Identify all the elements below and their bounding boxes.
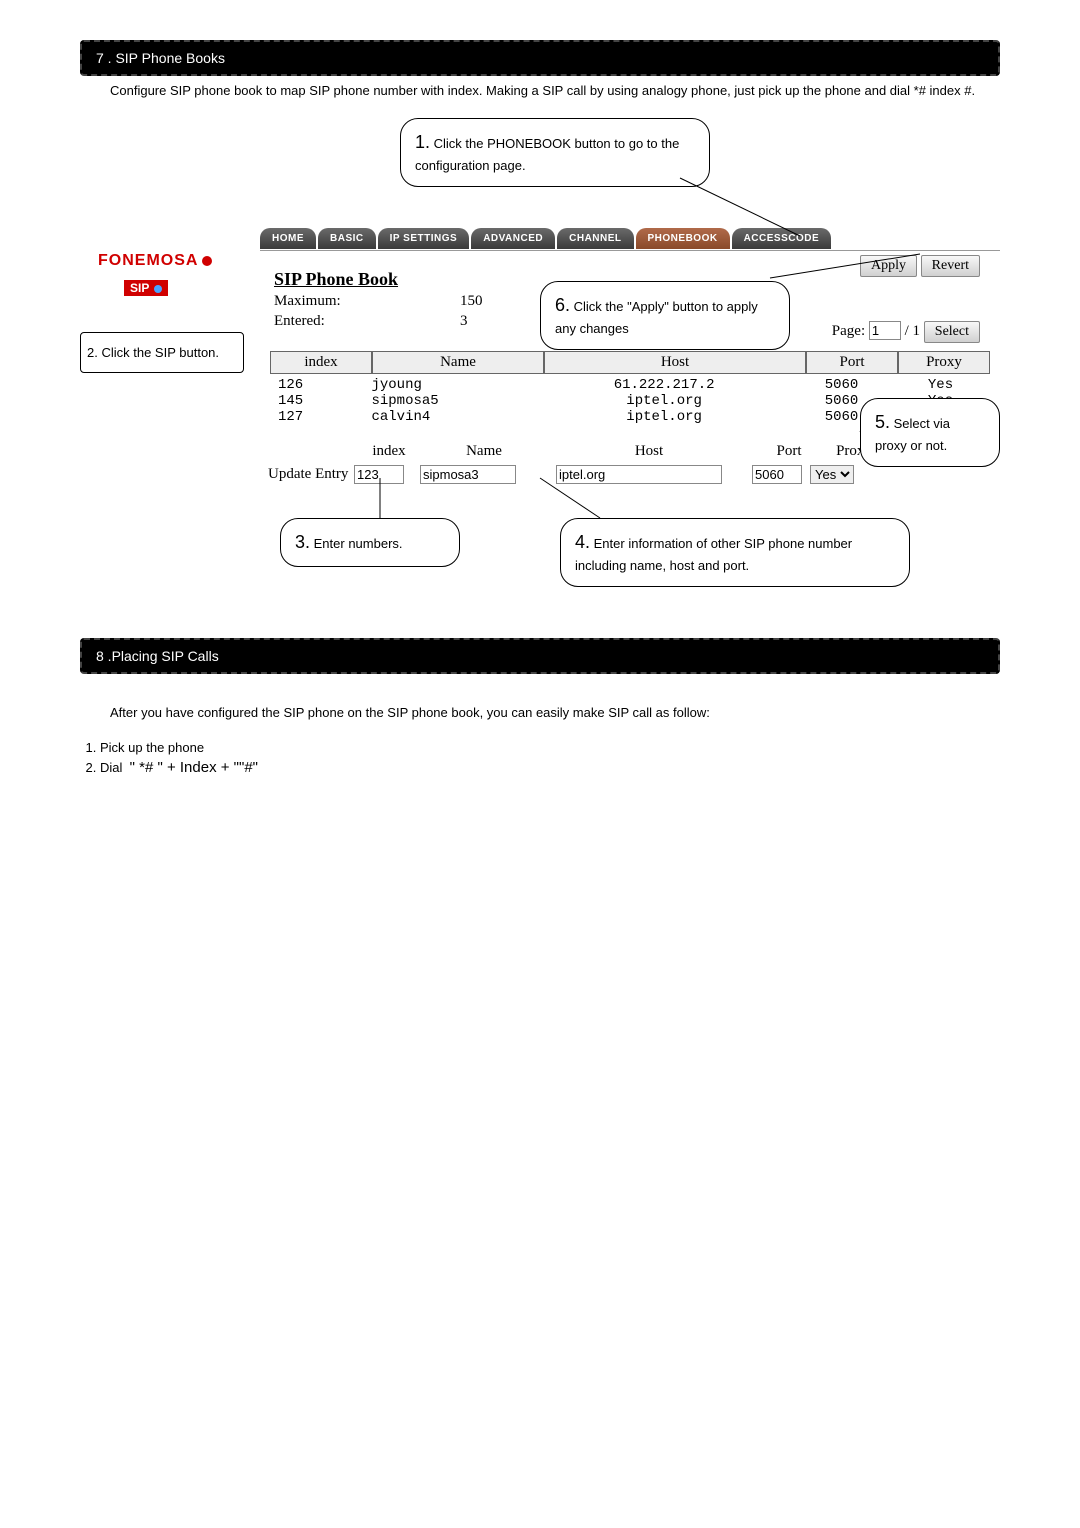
callout-6-num: 6.	[555, 295, 570, 315]
callout-2: 2. Click the SIP button.	[80, 332, 244, 373]
entry-index-input[interactable]	[354, 465, 404, 484]
tab-home[interactable]: HOME	[260, 228, 316, 249]
page-total: / 1	[905, 323, 920, 339]
callout-3-num: 3.	[295, 532, 310, 552]
callout-4-text: Enter information of other SIP phone num…	[575, 536, 852, 573]
entered-label: Entered:	[274, 313, 325, 330]
sip-button-label: SIP	[130, 281, 149, 295]
diagram: 1. Click the PHONEBOOK button to go to t…	[80, 118, 1000, 618]
content-area: Apply Revert SIP Phone Book Maximum: 150…	[260, 250, 1000, 531]
cell-host: iptel.org	[536, 393, 792, 409]
sip-dot-icon	[154, 285, 162, 293]
callout-6: 6. Click the "Apply" button to apply any…	[540, 281, 790, 350]
step-2-prefix: Dial	[100, 760, 130, 775]
table-row: 126 jyoung 61.222.217.2 5060 Yes	[270, 377, 990, 393]
step-1: Pick up the phone	[100, 740, 1000, 755]
callout-4: 4. Enter information of other SIP phone …	[560, 518, 910, 587]
eh-host: Host	[544, 443, 754, 460]
dial-code: " *# " + Index + ""#"	[130, 759, 258, 776]
select-button[interactable]: Select	[924, 321, 980, 343]
brand-text: FONEMOSA	[98, 252, 198, 269]
tab-advanced[interactable]: ADVANCED	[471, 228, 555, 249]
tab-accesscode[interactable]: ACCESSCODE	[732, 228, 832, 249]
th-host: Host	[544, 351, 806, 374]
eh-port: Port	[754, 443, 824, 460]
phonebook-title: SIP Phone Book	[274, 269, 398, 290]
table-header: index Name Host Port Proxy	[270, 351, 990, 374]
entry-proxy-select[interactable]: Yes	[810, 465, 854, 484]
apply-button[interactable]: Apply	[860, 255, 917, 277]
sip-button[interactable]: SIP	[124, 280, 168, 296]
callout-6-text: Click the "Apply" button to apply any ch…	[555, 299, 758, 336]
steps-list: Pick up the phone Dial " *# " + Index + …	[100, 740, 1000, 776]
callout-1-text: Click the PHONEBOOK button to go to the …	[415, 136, 679, 173]
cell-host: 61.222.217.2	[536, 377, 792, 393]
max-value: 150	[460, 293, 483, 310]
callout-3-text: Enter numbers.	[314, 536, 403, 551]
update-entry-row: Update Entry Yes	[268, 465, 854, 484]
page-nav: Page: / 1 Select	[832, 321, 980, 343]
entry-host-input[interactable]	[556, 465, 722, 484]
tab-bar: HOME BASIC IP SETTINGS ADVANCED CHANNEL …	[260, 228, 833, 249]
cell-name: jyoung	[363, 377, 536, 393]
cell-index: 127	[270, 409, 363, 425]
cell-index: 126	[270, 377, 363, 393]
callout-2-text: Click the SIP button.	[101, 345, 219, 360]
entry-name-input[interactable]	[420, 465, 516, 484]
tab-ipsettings[interactable]: IP SETTINGS	[378, 228, 470, 249]
brand-dot-icon	[202, 256, 212, 266]
tab-basic[interactable]: BASIC	[318, 228, 376, 249]
th-proxy: Proxy	[898, 351, 990, 374]
callout-1-num: 1.	[415, 132, 430, 152]
cell-index: 145	[270, 393, 363, 409]
cell-name: calvin4	[363, 409, 536, 425]
revert-button[interactable]: Revert	[921, 255, 980, 277]
entry-header: index Name Host Port Proxy	[354, 443, 884, 460]
cell-port: 5060	[792, 377, 891, 393]
th-name: Name	[372, 351, 544, 374]
cell-proxy: Yes	[891, 377, 990, 393]
eh-index: index	[354, 443, 424, 460]
cell-name: sipmosa5	[363, 393, 536, 409]
brand-logo: FONEMOSA	[80, 252, 260, 270]
apply-revert-row: Apply Revert	[860, 255, 980, 277]
page-input[interactable]	[869, 321, 901, 340]
callout-5-num: 5.	[875, 412, 890, 432]
th-port: Port	[806, 351, 898, 374]
max-label: Maximum:	[274, 293, 341, 310]
section-7-intro: Configure SIP phone book to map SIP phon…	[110, 82, 1000, 100]
callout-5: 5. Select via proxy or not.	[860, 398, 1000, 467]
eh-name: Name	[424, 443, 544, 460]
callout-4-num: 4.	[575, 532, 590, 552]
entry-port-input[interactable]	[752, 465, 802, 484]
cell-host: iptel.org	[536, 409, 792, 425]
section-8-header: 8 .Placing SIP Calls	[80, 638, 1000, 674]
callout-3: 3. Enter numbers.	[280, 518, 460, 567]
callout-1: 1. Click the PHONEBOOK button to go to t…	[400, 118, 710, 187]
tab-phonebook[interactable]: PHONEBOOK	[636, 228, 730, 249]
section-8-intro: After you have configured the SIP phone …	[110, 704, 1000, 722]
section-7-header: 7 . SIP Phone Books	[80, 40, 1000, 76]
entered-value: 3	[460, 313, 468, 330]
sidebar: FONEMOSA SIP 2. Click the SIP button.	[80, 252, 260, 392]
step-2: Dial " *# " + Index + ""#"	[100, 759, 1000, 776]
update-entry-label: Update Entry	[268, 466, 354, 483]
page-label: Page:	[832, 323, 865, 339]
tab-channel[interactable]: CHANNEL	[557, 228, 633, 249]
th-index: index	[270, 351, 372, 374]
callout-2-num: 2.	[87, 345, 98, 360]
screenshot-panel: HOME BASIC IP SETTINGS ADVANCED CHANNEL …	[80, 228, 1000, 538]
